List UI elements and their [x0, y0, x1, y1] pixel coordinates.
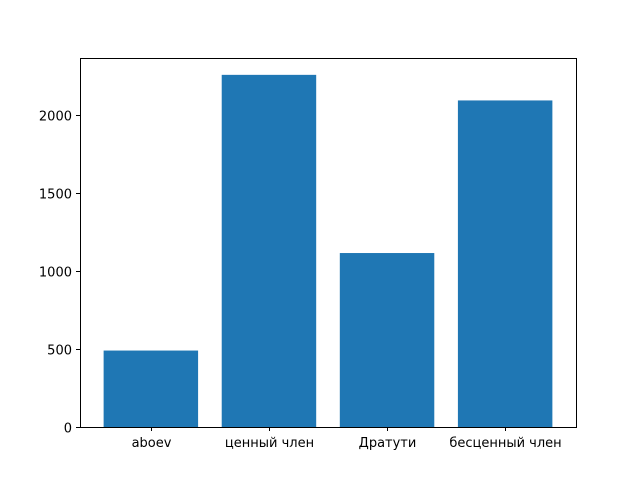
- bar-1: [221, 74, 317, 427]
- x-tick-label-1: ценный член: [225, 436, 314, 451]
- x-tick-label-0: aboev: [132, 436, 172, 451]
- y-axis: 0 500 1000 1500 2000: [39, 110, 80, 437]
- x-tick-label-3: бесценный член: [449, 436, 561, 451]
- x-tick-label-2: Дратути: [359, 436, 417, 451]
- bar-3: [457, 100, 553, 427]
- y-tick-label-2: 1000: [39, 266, 72, 281]
- y-tick-label-4: 2000: [39, 110, 72, 125]
- y-tick-label-0: 0: [64, 422, 72, 437]
- bar-2: [339, 253, 435, 427]
- x-axis: aboev ценный член Дратути бесценный член: [132, 427, 562, 451]
- bar-0: [103, 350, 199, 427]
- plot-frame: [80, 58, 577, 428]
- bars-group: [103, 74, 553, 427]
- y-tick-label-1: 500: [47, 344, 72, 359]
- y-tick-label-3: 1500: [39, 188, 72, 203]
